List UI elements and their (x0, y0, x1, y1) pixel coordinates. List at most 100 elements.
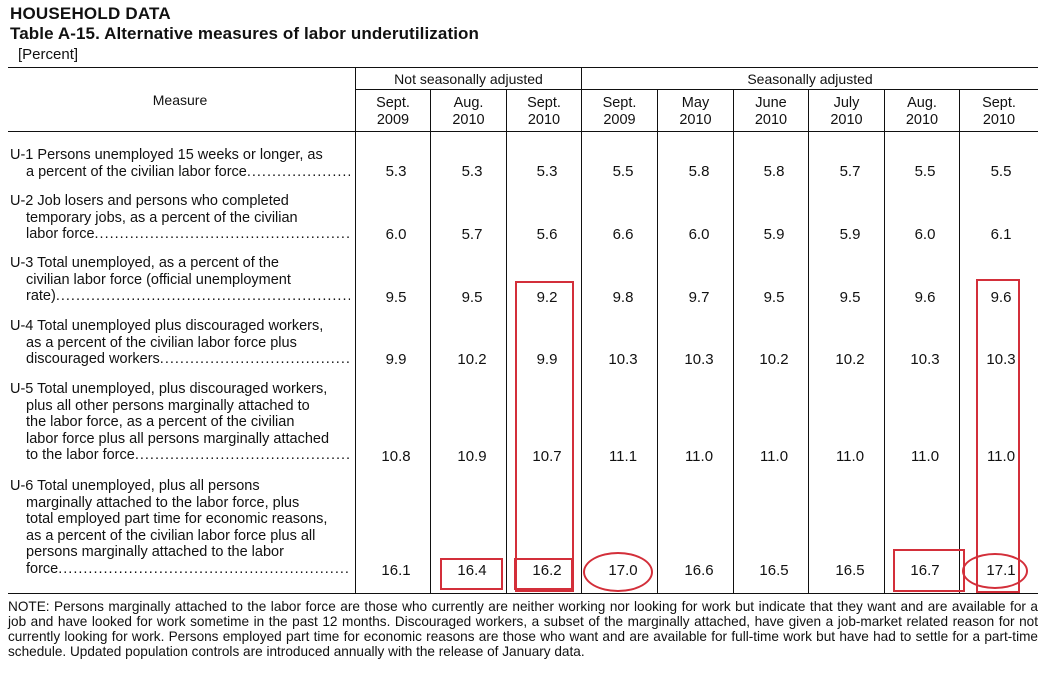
header-bottom-rule (8, 131, 1038, 132)
row-label-line: a percent of the civilian labor force (26, 163, 247, 180)
table-cell: 16.5 (759, 562, 789, 579)
group-header-not-seasonally-adjusted: Not seasonally adjusted (394, 71, 543, 87)
table-cell: 9.5 (839, 289, 861, 306)
measure-header: Measure (152, 92, 208, 108)
col-divider (959, 90, 960, 593)
row-label-line: as a percent of the civilian labor force… (26, 527, 316, 544)
row-label-line: force (26, 560, 59, 577)
highlight-box-nsa-sept-2010-column (515, 281, 574, 592)
row-label-leader: a percent of the civilian labor force (10, 164, 350, 181)
column-header: Sept. 2010 (507, 95, 581, 129)
table-cell: 5.3 (536, 163, 558, 180)
table-cell: 10.7 (532, 448, 562, 465)
row-label-line: rate) (26, 288, 56, 304)
table-cell: 5.9 (839, 226, 861, 243)
table-cell: 16.7 (910, 562, 940, 579)
row-label-line: the labor force, as a percent of the civ… (26, 414, 295, 430)
table-cell: 5.9 (763, 226, 785, 243)
column-year: 2010 (527, 112, 561, 128)
group-rule-sa (582, 89, 1038, 90)
column-month: Aug. (907, 95, 937, 111)
col-divider (430, 90, 431, 593)
table-cell: 10.2 (835, 351, 865, 368)
col-divider (506, 90, 507, 593)
column-month: Sept. (527, 95, 561, 111)
unit-label: [Percent] (18, 46, 79, 63)
row-label-line: total employed part time for economic re… (26, 511, 328, 527)
col-divider (808, 90, 809, 593)
table-cell: 9.5 (763, 289, 785, 306)
row-label-line: U-5 Total unemployed, plus discouraged w… (10, 381, 328, 397)
highlight-circle-u6-sa-sept-2010 (962, 553, 1028, 589)
row-label-line: civilian labor force (official unemploym… (26, 271, 291, 288)
section-title: HOUSEHOLD DATA (10, 4, 171, 23)
column-header: July 2010 (809, 95, 884, 129)
table-cell: 9.6 (914, 289, 936, 306)
table-title: Table A-15. Alternative measures of labo… (10, 24, 479, 43)
table-cell: 5.7 (839, 163, 861, 180)
table-cell: 9.5 (461, 289, 483, 306)
column-year: 2010 (982, 112, 1016, 128)
row-label-line: U-6 Total unemployed, plus all persons (10, 478, 260, 494)
column-year: 2009 (376, 112, 410, 128)
table-cell: 16.4 (457, 562, 487, 579)
table-cell: 6.1 (990, 226, 1012, 243)
table-cell: 5.5 (914, 163, 936, 180)
col-divider (355, 68, 356, 593)
row-label-leader: labor force (10, 226, 350, 243)
row-label-u6: U-6 Total unemployed, plus all persons m… (10, 478, 350, 577)
row-label-line: as a percent of the civilian labor force… (26, 334, 297, 351)
row-label-u2: U-2 Job losers and persons who completed… (10, 193, 350, 243)
row-label-leader: force (10, 561, 350, 578)
row-label-line: U-4 Total unemployed plus discouraged wo… (10, 318, 324, 334)
column-year: 2010 (679, 112, 712, 128)
table-cell: 5.5 (990, 163, 1012, 180)
col-divider (733, 90, 734, 593)
row-label-line: discouraged workers (26, 351, 160, 367)
table-cell: 5.7 (461, 226, 483, 243)
highlight-box-u6-nsa-aug-2010 (440, 558, 503, 590)
column-header: Sept. 2009 (356, 95, 430, 129)
row-label-line: temporary jobs, as a percent of the civi… (26, 209, 298, 226)
table-cell: 10.3 (608, 351, 638, 368)
table-cell: 10.2 (759, 351, 789, 368)
column-year: 2010 (452, 112, 485, 128)
col-divider (581, 68, 582, 593)
row-label-u4: U-4 Total unemployed plus discouraged wo… (10, 318, 350, 368)
column-month: Sept. (602, 95, 637, 111)
row-label-line: U-1 Persons unemployed 15 weeks or longe… (10, 147, 323, 163)
row-label-leader: discouraged workers (10, 351, 350, 368)
table-cell: 10.8 (381, 448, 411, 465)
col-divider (884, 90, 885, 593)
row-label-u5: U-5 Total unemployed, plus discouraged w… (10, 381, 350, 464)
column-header: May 2010 (658, 95, 733, 129)
table-cell: 6.0 (385, 226, 407, 243)
table-cell: 9.2 (536, 289, 558, 306)
column-header: Aug. 2010 (885, 95, 959, 129)
table-cell: 5.8 (763, 163, 785, 180)
table-cell: 16.2 (532, 562, 562, 579)
table-cell: 16.1 (381, 562, 411, 579)
table-cell: 16.6 (684, 562, 714, 579)
column-month: Sept. (982, 95, 1016, 111)
row-label-leader: to the labor force (10, 447, 350, 464)
table-cell: 9.7 (688, 289, 710, 306)
col-divider (657, 90, 658, 593)
highlight-box-u6-nsa-sept-2010 (514, 558, 573, 590)
table-cell: 9.5 (385, 289, 407, 306)
table-cell: 11.0 (835, 448, 865, 465)
column-month: Sept. (376, 95, 410, 111)
table-cell: 11.1 (608, 448, 638, 465)
table-cell: 5.6 (536, 226, 558, 243)
table-cell: 5.3 (461, 163, 483, 180)
column-header: Aug. 2010 (431, 95, 506, 129)
row-label-line: labor force (26, 226, 95, 242)
row-label-line: plus all other persons marginally attach… (26, 397, 310, 414)
highlight-box-u6-sa-aug-2010 (893, 549, 965, 592)
table-cell: 10.3 (910, 351, 940, 368)
group-header-seasonally-adjusted: Seasonally adjusted (747, 71, 873, 87)
column-year: 2010 (905, 112, 939, 128)
row-label-leader: rate) (10, 288, 350, 305)
column-month: Aug. (453, 95, 484, 111)
column-year: 2010 (754, 112, 788, 128)
